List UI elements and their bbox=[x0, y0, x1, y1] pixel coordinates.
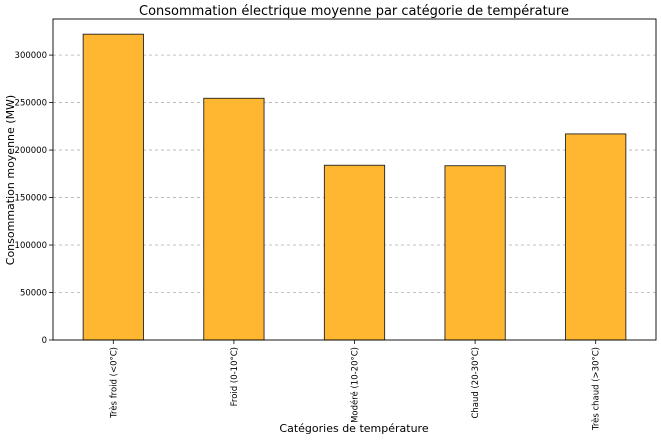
x-tick-label: Froid (0-10°C) bbox=[230, 347, 240, 406]
y-tick-label: 0 bbox=[42, 336, 47, 346]
bar bbox=[323, 164, 386, 341]
bar bbox=[203, 97, 265, 341]
x-tick-label: Chaud (20-30°C) bbox=[471, 347, 481, 419]
bar bbox=[565, 133, 627, 341]
y-tick-label: 200000 bbox=[15, 146, 47, 156]
bar bbox=[82, 33, 144, 341]
y-axis-ticks: 0 50000 100000 150000 200000 250000 300000 bbox=[15, 51, 53, 346]
y-tick-label: 250000 bbox=[15, 99, 47, 109]
y-tick-label: 300000 bbox=[15, 51, 47, 61]
chart-title: Consommation électrique moyenne par caté… bbox=[139, 4, 569, 19]
x-axis-label: Catégories de température bbox=[279, 422, 428, 435]
y-tick-label: 50000 bbox=[20, 289, 47, 299]
bars bbox=[82, 33, 627, 341]
y-axis-label: Consommation moyenne (MW) bbox=[4, 95, 17, 265]
y-tick-label: 150000 bbox=[15, 194, 47, 204]
bar bbox=[444, 165, 506, 341]
y-tick-label: 100000 bbox=[15, 241, 47, 251]
x-tick-label: Très chaud (>30°C) bbox=[591, 347, 602, 431]
x-tick-label: Très froid (<0°C) bbox=[108, 347, 119, 419]
x-axis-ticks: Très froid (<0°C) Froid (0-10°C) Modéré (1… bbox=[108, 340, 602, 431]
x-tick-label: Modéré (10-20°C) bbox=[350, 347, 361, 423]
